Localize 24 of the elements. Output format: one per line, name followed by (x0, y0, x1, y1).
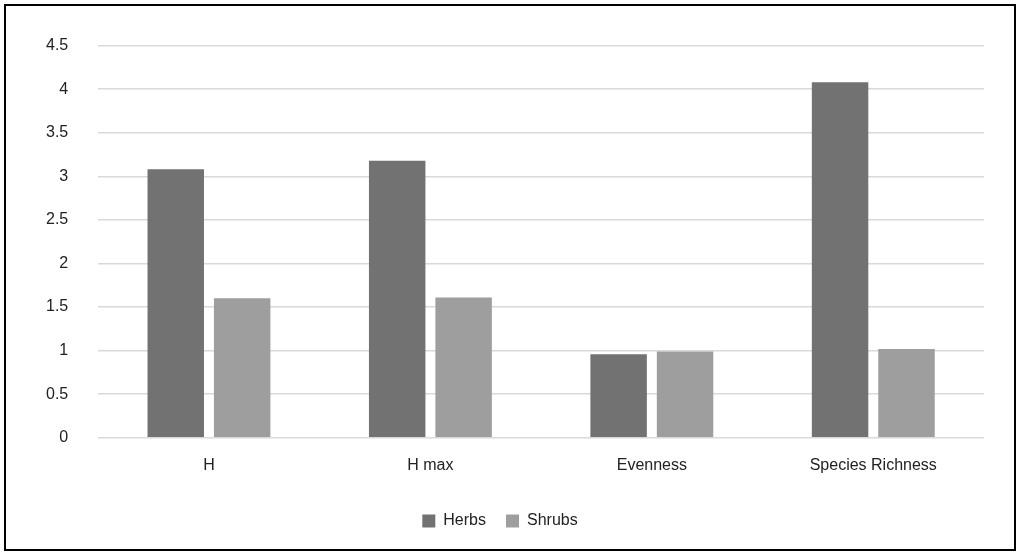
bar (147, 169, 204, 438)
x-tick-label: H max (407, 455, 454, 473)
bar (435, 297, 492, 438)
bar (213, 298, 271, 438)
bar (878, 348, 935, 438)
bar (656, 351, 714, 438)
y-tick-label: 4 (59, 79, 69, 97)
bar (590, 354, 647, 438)
y-tick-label: 0 (59, 428, 69, 446)
y-tick-label: 0.5 (45, 384, 69, 402)
y-tick-label: 1.5 (45, 297, 69, 315)
x-tick-label: Evenness (616, 455, 687, 473)
y-tick-label: 4.5 (45, 36, 69, 54)
y-tick-label: 1 (59, 341, 69, 359)
y-tick-label: 2.5 (45, 210, 69, 228)
x-tick-label: Species Richness (809, 455, 937, 473)
legend-label: Herbs (443, 511, 486, 529)
legend-label: Shrubs (526, 511, 578, 529)
bar (368, 160, 426, 438)
x-tick-label: H (203, 455, 215, 473)
bar (811, 82, 869, 438)
y-tick-label: 3.5 (45, 123, 69, 141)
y-tick-label: 2 (59, 253, 69, 271)
y-tick-label: 3 (59, 166, 69, 184)
